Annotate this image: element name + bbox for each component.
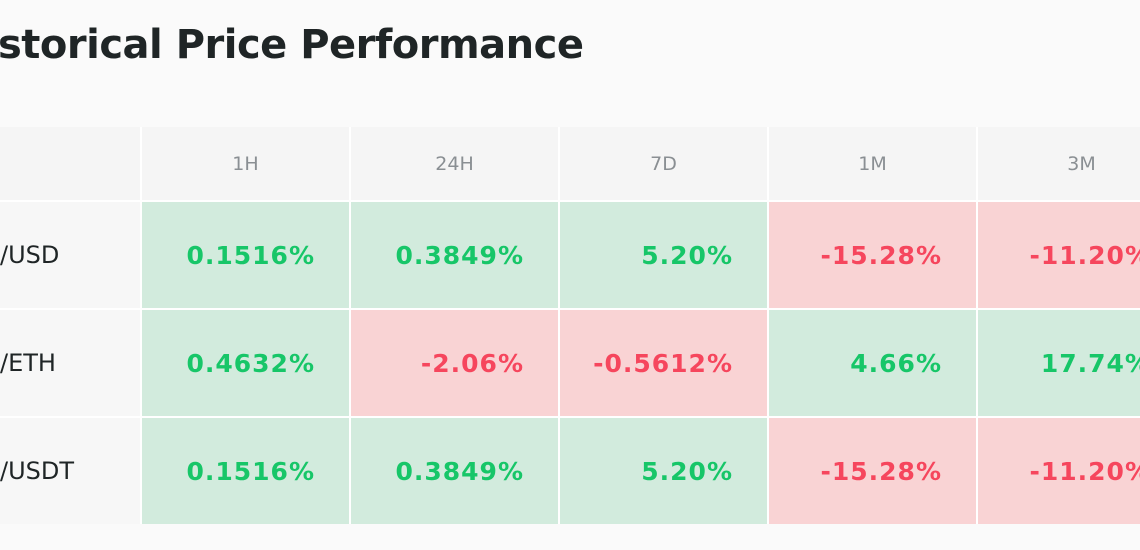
change-cell: 0.1516% [142,202,349,308]
page-title: storical Price Performance [0,22,584,68]
column-header: 3M [978,127,1140,200]
performance-table: 1H 24H 7D 1M 3M/USD 0.1516% 0.3849% 5.20% -15.28… [0,127,1140,524]
change-cell: 5.20% [560,418,767,524]
column-header: 1H [142,127,349,200]
change-cell: -11.20% [978,202,1140,308]
change-cell: -11.20% [978,418,1140,524]
change-cell: 17.74% [978,310,1140,416]
change-cell: 0.3849% [351,418,558,524]
change-cell: 5.20% [560,202,767,308]
change-cell: 4.66% [769,310,976,416]
row-label: /ETH [0,310,140,416]
row-label: /USD [0,202,140,308]
column-header: 7D [560,127,767,200]
change-cell: -0.5612% [560,310,767,416]
change-cell: -15.28% [769,202,976,308]
column-header: 24H [351,127,558,200]
change-cell: 0.3849% [351,202,558,308]
table-grid: 1H 24H 7D 1M 3M/USD 0.1516% 0.3849% 5.20% -15.28… [0,127,1140,524]
change-cell: -2.06% [351,310,558,416]
change-cell: 0.4632% [142,310,349,416]
change-cell: 0.1516% [142,418,349,524]
row-label: /USDT [0,418,140,524]
header-corner [0,127,140,200]
change-cell: -15.28% [769,418,976,524]
column-header: 1M [769,127,976,200]
